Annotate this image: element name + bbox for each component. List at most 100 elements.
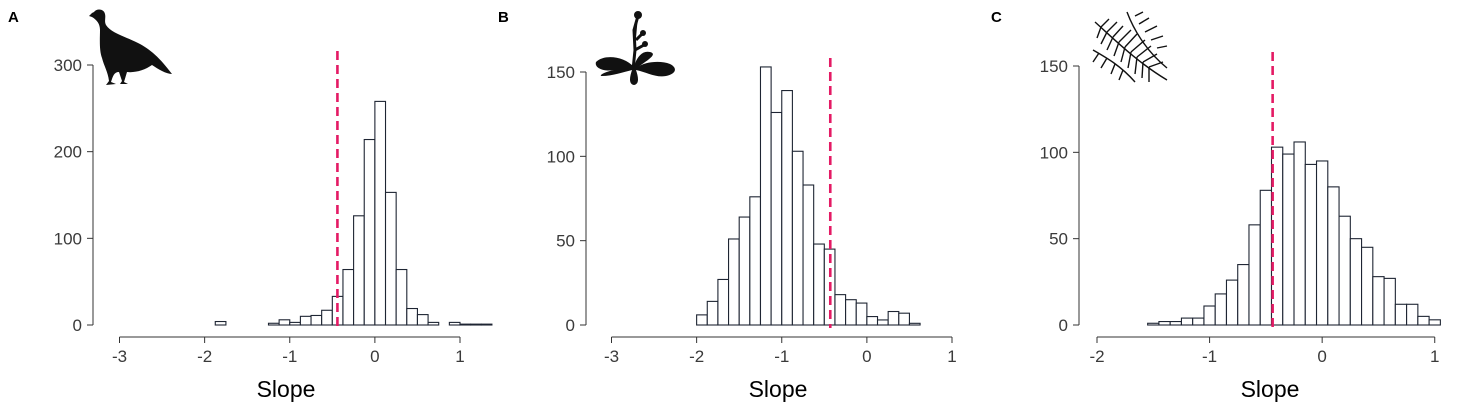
histogram-bar xyxy=(1383,277,1396,326)
histogram-bar xyxy=(908,322,921,326)
histogram-bar xyxy=(321,309,333,326)
y-tick-label: 150 xyxy=(547,63,575,82)
x-axis-title: Slope xyxy=(257,376,316,402)
histogram-bar xyxy=(363,138,376,326)
y-tick-label: 150 xyxy=(1040,57,1068,76)
histogram-bar xyxy=(1372,276,1385,326)
y-tick-label: 50 xyxy=(556,232,575,251)
x-tick-label: -2 xyxy=(197,347,212,366)
histogram-bar xyxy=(759,66,772,326)
panel-a: A 0 100 200 300 -3 -2 -1 0 1 Slope xyxy=(8,9,493,402)
x-tick-label: -2 xyxy=(1089,347,1104,366)
histogram-bar xyxy=(470,323,482,326)
x-tick-label: -1 xyxy=(1202,347,1217,366)
histogram-bar xyxy=(845,299,857,326)
x-axis: -3 -2 -1 0 1 xyxy=(604,336,957,366)
histogram-bar xyxy=(1406,303,1419,326)
histogram-bar xyxy=(374,100,387,326)
x-tick-label: 0 xyxy=(370,347,379,366)
x-tick-label: 1 xyxy=(1430,347,1439,366)
histogram-bar xyxy=(310,314,323,326)
histogram-bar xyxy=(214,320,227,326)
x-tick-label: 1 xyxy=(947,347,956,366)
histogram-bar xyxy=(1361,246,1374,326)
histogram-bar xyxy=(448,321,461,326)
histogram-bar xyxy=(770,111,783,326)
histogram-bar xyxy=(1180,317,1194,326)
histogram-bar xyxy=(1248,224,1261,326)
histogram-bar xyxy=(1349,238,1363,326)
panel-b: B 0 50 100 150 -3 -2 -1 0 1 Slope xyxy=(498,9,957,402)
histogram-bar xyxy=(427,321,440,326)
histogram-bar xyxy=(898,312,910,326)
histogram-bars xyxy=(214,100,493,326)
histogram-bar xyxy=(1214,293,1228,326)
histogram-bar xyxy=(267,322,280,326)
histogram-bar xyxy=(289,321,301,326)
panel-label: B xyxy=(498,9,509,26)
y-tick-label: 0 xyxy=(566,316,575,335)
histogram-bar xyxy=(342,268,355,326)
histogram-bar xyxy=(1259,189,1273,326)
histogram-bar xyxy=(1158,320,1171,326)
fern-silhouette-icon xyxy=(1092,11,1168,83)
y-axis: 0 50 100 150 xyxy=(1040,57,1080,335)
histogram-bar xyxy=(353,215,365,326)
histogram-bars xyxy=(696,66,921,326)
histogram-bar xyxy=(1192,317,1205,326)
histogram-bar xyxy=(1169,320,1182,326)
histogram-bar xyxy=(395,268,408,326)
histogram-bar xyxy=(1428,319,1441,326)
x-tick-label: 0 xyxy=(862,347,871,366)
x-tick-label: 0 xyxy=(1317,347,1326,366)
panel-c: C 0 50 100 150 -2 -1 0 1 Slope xyxy=(991,9,1441,402)
y-tick-label: 200 xyxy=(54,143,82,162)
plant-silhouette-icon xyxy=(595,11,675,85)
histogram-bar xyxy=(855,302,868,326)
x-tick-label: -3 xyxy=(112,347,127,366)
x-tick-label: 1 xyxy=(455,347,464,366)
y-tick-label: 100 xyxy=(547,147,575,166)
x-tick-label: -1 xyxy=(774,347,789,366)
x-tick-label: -2 xyxy=(689,347,704,366)
histogram-bar xyxy=(696,314,708,326)
x-axis: -3 -2 -1 0 1 xyxy=(112,336,465,366)
histogram-bar xyxy=(1225,279,1239,326)
histogram-bar xyxy=(1282,153,1295,326)
x-axis-title: Slope xyxy=(749,376,808,402)
y-tick-label: 0 xyxy=(73,316,82,335)
histogram-bar xyxy=(384,191,397,326)
histogram-bar xyxy=(1327,186,1340,326)
histogram-bar xyxy=(866,316,879,326)
histogram-bar xyxy=(749,196,762,326)
histogram-bar xyxy=(406,307,418,326)
histogram-bar xyxy=(802,184,815,326)
histogram-bar xyxy=(1147,322,1160,326)
histogram-bar xyxy=(717,278,730,326)
histogram-bar xyxy=(706,300,719,326)
histogram-bar xyxy=(1338,215,1351,326)
y-tick-label: 100 xyxy=(1040,143,1068,162)
y-tick-label: 300 xyxy=(54,56,82,75)
histogram-bar xyxy=(1304,163,1318,326)
histogram-bar xyxy=(416,314,429,326)
x-axis: -2 -1 0 1 xyxy=(1089,336,1439,366)
histogram-bar xyxy=(1293,141,1306,326)
histogram-bar xyxy=(1394,303,1408,326)
y-tick-label: 0 xyxy=(1059,316,1068,335)
histogram-bar xyxy=(876,319,889,326)
histogram-bar xyxy=(278,319,291,326)
histogram-bar xyxy=(1203,305,1216,326)
histogram-bar xyxy=(727,238,740,326)
histogram-bar xyxy=(299,315,312,326)
y-axis: 0 100 200 300 xyxy=(54,56,94,335)
histogram-bar xyxy=(781,90,793,326)
histogram-bar xyxy=(1237,264,1250,326)
histogram-bars xyxy=(1147,141,1441,326)
x-tick-label: -1 xyxy=(282,347,297,366)
panel-label: A xyxy=(8,9,19,26)
y-tick-label: 100 xyxy=(54,229,82,248)
histogram-bar xyxy=(738,216,751,326)
y-tick-label: 50 xyxy=(1049,230,1068,249)
